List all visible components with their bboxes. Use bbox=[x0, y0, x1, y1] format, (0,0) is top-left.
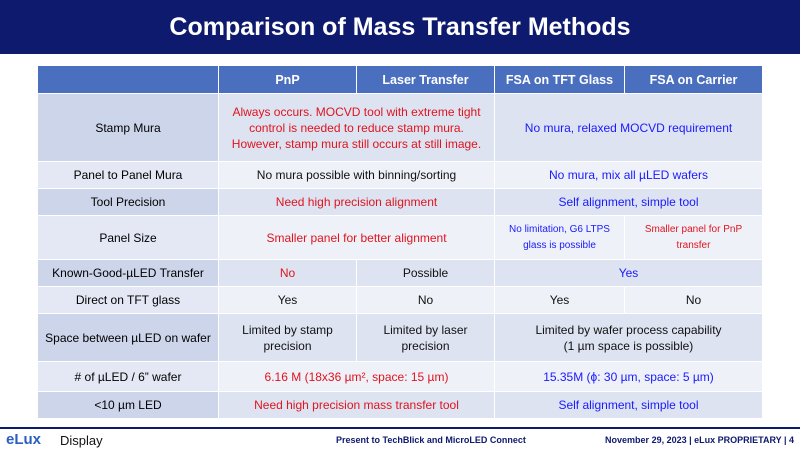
row-label: <10 µm LED bbox=[37, 391, 219, 419]
presented-to: Present to TechBlick and MicroLED Connec… bbox=[336, 435, 526, 445]
table-cell: 6.16 M (18x36 µm², space: 15 µm) bbox=[218, 361, 495, 392]
row-label: Tool Precision bbox=[37, 188, 219, 216]
row-label: Direct on TFT glass bbox=[37, 286, 219, 314]
logo-suffix: Display bbox=[60, 433, 103, 448]
footer: eLux Display Present to TechBlick and Mi… bbox=[0, 431, 800, 450]
table-cell: Smaller panel for PnP transfer bbox=[624, 215, 763, 260]
table-cell: No mura, mix all µLED wafers bbox=[494, 161, 763, 189]
header-fsa-tft-glass: FSA on TFT Glass bbox=[494, 65, 625, 94]
title-bar: Comparison of Mass Transfer Methods bbox=[0, 0, 800, 54]
table-row: Panel Size Smaller panel for better alig… bbox=[37, 215, 763, 260]
table-row: Stamp Mura Always occurs. MOCVD tool wit… bbox=[37, 93, 763, 162]
table-cell: No limitation, G6 LTPS glass is possible bbox=[494, 215, 625, 260]
row-label: Space between µLED on wafer bbox=[37, 313, 219, 362]
table-row: # of µLED / 6” wafer 6.16 M (18x36 µm², … bbox=[37, 361, 763, 392]
table-cell: Possible bbox=[356, 259, 495, 287]
table-cell: Self alignment, simple tool bbox=[494, 391, 763, 419]
header-fsa-carrier: FSA on Carrier bbox=[624, 65, 763, 94]
table-cell: No bbox=[356, 286, 495, 314]
space-fsa-line1: Limited by wafer process capability bbox=[535, 322, 722, 337]
table-cell: Self alignment, simple tool bbox=[494, 188, 763, 216]
table-cell: No mura possible with binning/sorting bbox=[218, 161, 495, 189]
table-row: Space between µLED on wafer Limited by s… bbox=[37, 313, 763, 362]
table-cell: Yes bbox=[218, 286, 357, 314]
page-title: Comparison of Mass Transfer Methods bbox=[169, 13, 631, 41]
table-row: Direct on TFT glass Yes No Yes No bbox=[37, 286, 763, 314]
table-row: Known-Good-µLED Transfer No Possible Yes bbox=[37, 259, 763, 287]
header-pnp: PnP bbox=[218, 65, 357, 94]
header-laser-transfer: Laser Transfer bbox=[356, 65, 495, 94]
table-cell: Limited by laser precision bbox=[356, 313, 495, 362]
table-cell: No mura, relaxed MOCVD requirement bbox=[494, 93, 763, 162]
table-cell: Yes bbox=[494, 286, 625, 314]
row-label: Panel Size bbox=[37, 215, 219, 260]
header-corner bbox=[37, 65, 219, 94]
table-cell: Need high precision alignment bbox=[218, 188, 495, 216]
table-cell: 15.35M (ϕ: 30 µm, space: 5 µm) bbox=[494, 361, 763, 392]
header-row: PnP Laser Transfer FSA on TFT Glass FSA … bbox=[37, 65, 763, 94]
table-row: <10 µm LED Need high precision mass tran… bbox=[37, 391, 763, 419]
table-cell: Always occurs. MOCVD tool with extreme t… bbox=[218, 93, 495, 162]
table-cell: Smaller panel for better alignment bbox=[218, 215, 495, 260]
table-cell: Limited by stamp precision bbox=[218, 313, 357, 362]
table-cell: Need high precision mass transfer tool bbox=[218, 391, 495, 419]
footer-meta: November 29, 2023 | eLux PROPRIETARY | 4 bbox=[605, 435, 794, 445]
row-label: Known-Good-µLED Transfer bbox=[37, 259, 219, 287]
table-row: Panel to Panel Mura No mura possible wit… bbox=[37, 161, 763, 189]
table-cell: Limited by wafer process capability (1 µ… bbox=[494, 313, 763, 362]
table-cell: Yes bbox=[494, 259, 763, 287]
elux-logo: eLux bbox=[6, 431, 42, 448]
table-cell: No bbox=[624, 286, 763, 314]
row-label: Stamp Mura bbox=[37, 93, 219, 162]
comparison-table: PnP Laser Transfer FSA on TFT Glass FSA … bbox=[37, 65, 763, 419]
table-cell: No bbox=[218, 259, 357, 287]
table-row: Tool Precision Need high precision align… bbox=[37, 188, 763, 216]
row-label: # of µLED / 6” wafer bbox=[37, 361, 219, 392]
space-fsa-line2: (1 µm space is possible) bbox=[563, 338, 694, 353]
footer-divider bbox=[0, 427, 800, 429]
row-label: Panel to Panel Mura bbox=[37, 161, 219, 189]
